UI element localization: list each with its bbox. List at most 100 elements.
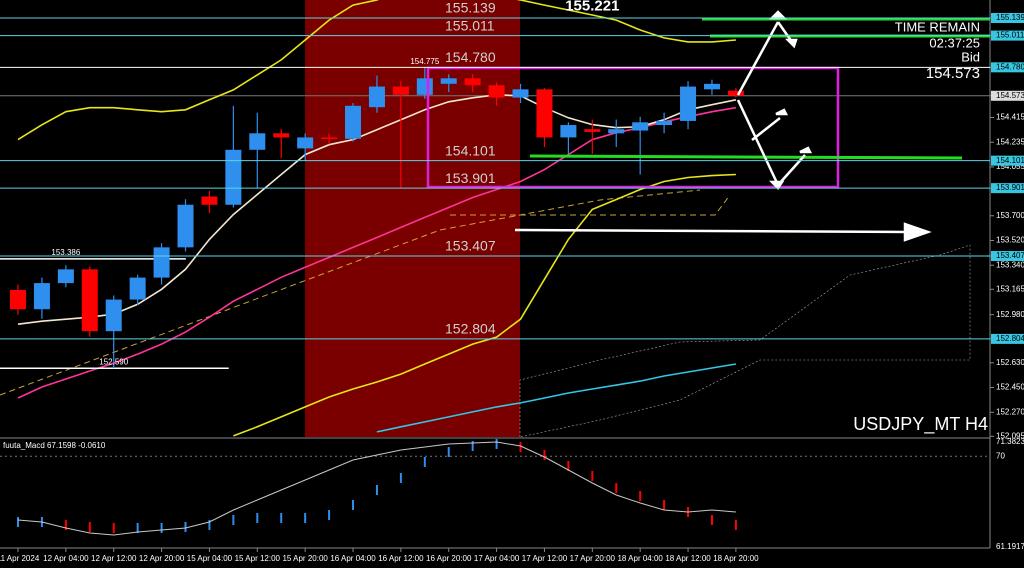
x-tick-label: 15 Apr 04:00 <box>187 554 233 563</box>
candle-body <box>464 78 481 86</box>
level-axis-label: 155.011 <box>996 31 1024 40</box>
candle-body <box>81 269 98 332</box>
level-axis-label: 154.101 <box>996 156 1024 165</box>
candle-body <box>608 129 625 134</box>
bid-box <box>991 90 1024 101</box>
candle-body <box>10 289 26 310</box>
ichimoku-cloud <box>519 244 971 437</box>
x-tick-label: 18 Apr 12:00 <box>665 554 711 563</box>
x-tick-label: 12 Apr 20:00 <box>139 554 185 563</box>
level-label: 154.101 <box>445 142 496 158</box>
y-tick-label: 152.270 <box>996 407 1024 416</box>
x-tick-label: 12 Apr 04:00 <box>43 554 89 563</box>
indicator-line <box>233 173 736 437</box>
bid-axis-label: 154.573 <box>996 91 1024 100</box>
candle-body <box>201 196 218 205</box>
candle-body <box>416 78 433 95</box>
candle-body <box>297 137 314 149</box>
candle-body <box>727 90 744 96</box>
candle-body <box>632 122 649 131</box>
y2-tick-label: 70 <box>996 451 1005 460</box>
level-box <box>991 13 1024 24</box>
y-tick-label: 152.980 <box>996 310 1024 319</box>
level-label: 153.901 <box>445 170 496 186</box>
candle-body <box>392 86 409 95</box>
x-tick-label: 18 Apr 04:00 <box>617 554 663 563</box>
x-tick-label: 16 Apr 12:00 <box>378 554 424 563</box>
candle-body <box>153 247 170 278</box>
dashed-average <box>450 194 731 216</box>
candle-body <box>57 269 74 284</box>
level-box <box>991 333 1024 344</box>
range-box <box>426 66 840 189</box>
level-label: 155.011 <box>445 17 495 33</box>
price-panel <box>0 0 990 437</box>
y2-tick-label: 71.3823 <box>996 437 1024 446</box>
candle-body <box>656 120 673 126</box>
candle-body <box>225 149 242 205</box>
indicator-line <box>376 363 737 433</box>
x-tick-label: 18 Apr 20:00 <box>713 554 759 563</box>
level-axis-label: 153.407 <box>996 251 1024 260</box>
time-remain: 02:37:25 <box>929 35 980 50</box>
candle-body <box>512 89 529 98</box>
price-note: 153.386 <box>51 248 80 257</box>
x-tick-label: 15 Apr 12:00 <box>235 554 281 563</box>
x-tick-label: 12 Apr 12:00 <box>91 554 137 563</box>
y-tick-label: 154.415 <box>996 113 1024 122</box>
level-box <box>991 251 1024 262</box>
y-tick-label: 153.520 <box>996 236 1024 245</box>
candle-body <box>560 125 577 138</box>
y-tick-label: 152.095 <box>996 431 1024 440</box>
x-tick-label: 11 Apr 2024 <box>0 554 40 563</box>
y-tick-label: 152.450 <box>996 383 1024 392</box>
symbol-label: USDJPY_MT H4 <box>853 414 988 435</box>
y-tick-label: 153.700 <box>996 211 1024 220</box>
candle-body <box>368 86 385 108</box>
candle-body <box>33 283 50 310</box>
time-remain-label: TIME REMAIN <box>895 19 980 34</box>
indicator-line <box>17 0 736 141</box>
highlight-zone <box>305 0 520 437</box>
x-tick-label: 17 Apr 04:00 <box>474 554 520 563</box>
price-note: 155.221 <box>565 0 619 15</box>
price-note: 152.590 <box>99 357 128 366</box>
level-axis-label: 152.804 <box>996 334 1024 343</box>
candle-body <box>345 105 362 139</box>
level-axis-label: 153.901 <box>996 183 1024 192</box>
candle-body <box>584 129 601 132</box>
candle-body <box>177 204 194 248</box>
y-tick-label: 154.235 <box>996 137 1024 146</box>
candle-body <box>488 85 505 98</box>
level-label: 153.407 <box>445 238 496 254</box>
y-tick-label: 153.165 <box>996 284 1024 293</box>
level-label: 155.139 <box>445 0 496 16</box>
candle-body <box>129 277 146 300</box>
level-axis-label: 154.780 <box>996 62 1024 71</box>
candle-body <box>440 78 457 84</box>
support-line <box>529 154 963 160</box>
price-note: 154.775 <box>410 57 439 66</box>
x-tick-label: 17 Apr 12:00 <box>522 554 568 563</box>
y-tick-label: 154.055 <box>996 162 1024 171</box>
x-tick-label: 16 Apr 04:00 <box>330 554 376 563</box>
candle-body <box>105 299 122 332</box>
candle-body <box>680 86 697 121</box>
y-tick-label: 152.630 <box>996 358 1024 367</box>
scenario-arrows <box>514 10 932 242</box>
bid-label: Bid <box>961 49 980 64</box>
level-box <box>991 183 1024 194</box>
bid: 154.573 <box>926 65 980 82</box>
level-label: 152.804 <box>445 321 496 337</box>
y2-tick-label: 61.1917 <box>996 542 1024 551</box>
candle-body <box>703 83 720 90</box>
candle-body <box>273 133 290 138</box>
candle-body <box>321 137 338 139</box>
level-box <box>991 30 1024 41</box>
candle-body <box>536 89 553 138</box>
dashed-average <box>0 189 701 396</box>
x-tick-label: 16 Apr 20:00 <box>426 554 472 563</box>
candle-body <box>249 133 266 150</box>
indicator-label: fuuta_Macd 67.1598 -0.0610 <box>3 441 106 450</box>
